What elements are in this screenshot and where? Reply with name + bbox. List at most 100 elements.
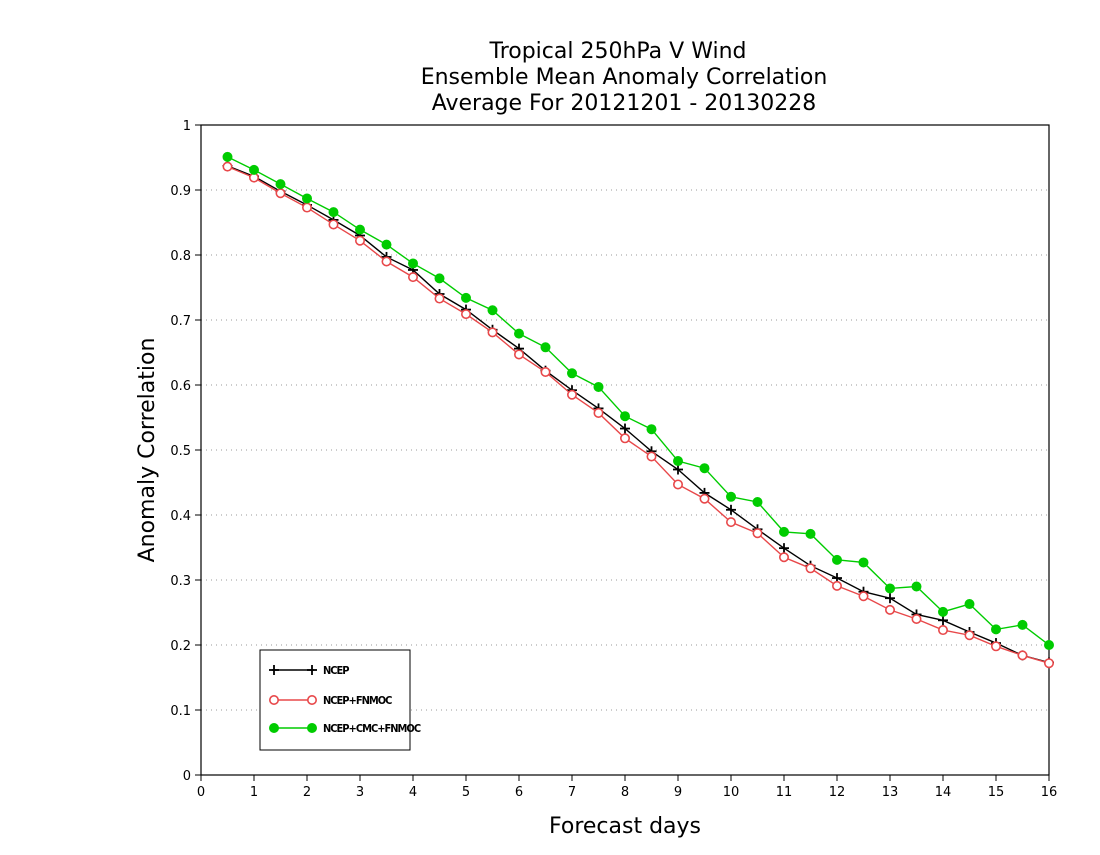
x-tick-label: 8 [621, 785, 629, 800]
x-tick-label: 7 [568, 785, 576, 800]
data-point-ncep-cmc-fnmoc [726, 491, 736, 502]
data-point-ncep-cmc-fnmoc [964, 599, 975, 610]
data-point-ncep-cmc-fnmoc [646, 424, 657, 435]
data-point-ncep-fnmoc [460, 309, 471, 320]
data-point-ncep-fnmoc [407, 272, 418, 283]
series-line-ncep [227, 165, 1050, 664]
data-point-ncep-cmc-fnmoc [461, 292, 471, 303]
data-point-ncep-fnmoc [884, 604, 895, 615]
data-point-ncep-fnmoc [778, 552, 789, 563]
data-point-ncep-cmc-fnmoc [487, 305, 498, 316]
y-tick-label: 0.1 [170, 704, 191, 719]
x-tick-label: 0 [197, 785, 205, 800]
data-point-ncep-fnmoc [328, 219, 339, 230]
data-point-ncep-cmc-fnmoc [249, 164, 259, 175]
data-point-ncep-cmc-fnmoc [275, 179, 286, 190]
data-point-ncep-fnmoc [672, 479, 683, 490]
data-point-ncep-cmc-fnmoc [699, 463, 710, 474]
data-point-ncep-fnmoc [540, 366, 551, 377]
data-point-ncep-fnmoc [619, 433, 630, 444]
data-point-ncep-cmc-fnmoc [328, 207, 339, 218]
data-point-ncep [779, 543, 789, 554]
legend-marker-ncep [307, 665, 317, 675]
data-point-ncep-cmc-fnmoc [540, 342, 551, 353]
data-point-ncep-cmc-fnmoc [991, 624, 1001, 635]
data-point-ncep [726, 504, 736, 515]
data-point-ncep-fnmoc [831, 580, 842, 591]
data-point-ncep-fnmoc [487, 327, 498, 338]
title-line-1: Tropical 250hPa V Wind [488, 39, 746, 64]
title-line-2: Ensemble Mean Anomaly Correlation [421, 65, 828, 90]
x-tick-label: 10 [723, 785, 740, 800]
x-tick-label: 14 [935, 785, 952, 800]
data-point-ncep-fnmoc [593, 407, 604, 418]
y-axis-label: Anomaly Correlation [135, 338, 160, 563]
data-point-ncep [938, 615, 948, 626]
data-point-ncep-fnmoc [1044, 658, 1055, 669]
data-point-ncep-cmc-fnmoc [779, 526, 789, 537]
legend-marker-ncep-cmc-fnmoc [307, 723, 317, 733]
data-point-ncep-fnmoc [858, 591, 869, 602]
data-point-ncep-cmc-fnmoc [885, 583, 895, 594]
data-point-ncep-cmc-fnmoc [408, 258, 418, 269]
data-point-ncep-cmc-fnmoc [222, 151, 233, 162]
data-point-ncep-cmc-fnmoc [434, 273, 445, 284]
data-point-ncep-cmc-fnmoc [1017, 619, 1028, 630]
data-point-ncep [620, 423, 630, 434]
data-point-ncep-cmc-fnmoc [673, 456, 683, 467]
data-point-ncep-fnmoc [911, 613, 922, 624]
data-point-ncep-fnmoc [222, 161, 233, 172]
y-tick-label: 0.3 [170, 574, 191, 589]
data-point-ncep-fnmoc [752, 528, 763, 539]
data-point-ncep-fnmoc [275, 188, 286, 199]
x-tick-label: 3 [356, 785, 364, 800]
data-point-ncep-fnmoc [964, 630, 975, 641]
x-tick-label: 15 [988, 785, 1005, 800]
data-point-ncep-cmc-fnmoc [381, 239, 392, 250]
series-ncep-fnmoc [222, 161, 1055, 669]
data-point-ncep-fnmoc [301, 202, 312, 213]
data-point-ncep-cmc-fnmoc [302, 193, 312, 204]
legend-label-ncep: NCEP [323, 664, 349, 677]
x-axis-label: Forecast days [549, 814, 701, 839]
data-point-ncep-fnmoc [699, 493, 710, 504]
data-point-ncep [673, 464, 683, 475]
x-tick-label: 1 [250, 785, 258, 800]
data-point-ncep-fnmoc [381, 256, 392, 267]
y-tick-label: 0.8 [170, 249, 191, 264]
axis-ticks: 00.10.20.30.40.50.60.70.80.910 1 2 3 4 5 6 7 8 9 1… [170, 119, 1057, 800]
data-point-ncep [885, 593, 895, 604]
data-point-ncep-fnmoc [566, 389, 577, 400]
series-group [222, 151, 1055, 669]
data-point-ncep-fnmoc [725, 517, 736, 528]
y-tick-label: 0.7 [170, 314, 191, 329]
data-point-ncep-fnmoc [805, 563, 816, 574]
data-point-ncep-cmc-fnmoc [593, 381, 604, 392]
y-tick-label: 0 [183, 769, 191, 784]
data-point-ncep-cmc-fnmoc [911, 581, 922, 592]
data-point-ncep-cmc-fnmoc [858, 557, 869, 568]
data-point-ncep-fnmoc [646, 451, 657, 462]
title-line-3: Average For 20121201 - 20130228 [432, 91, 817, 116]
data-point-ncep-fnmoc [937, 625, 948, 636]
data-point-ncep-cmc-fnmoc [1044, 640, 1054, 650]
legend: NCEP NCEP+FNMOC NCEP+CMC+FNMOC [259, 649, 422, 751]
legend-marker-ncep-fnmoc [306, 694, 317, 705]
y-tick-label: 0.4 [170, 509, 191, 524]
y-tick-label: 0.6 [170, 379, 191, 394]
data-point-ncep-fnmoc [434, 293, 445, 304]
series-line-ncep-fnmoc [227, 165, 1050, 664]
data-point-ncep-fnmoc [990, 641, 1001, 652]
data-point-ncep-fnmoc [354, 235, 365, 246]
legend-label-ncep-fnmoc: NCEP+FNMOC [323, 694, 392, 707]
y-tick-label: 0.9 [170, 184, 191, 199]
y-tick-label: 1 [183, 119, 191, 134]
x-tick-label: 6 [515, 785, 523, 800]
data-point-ncep-cmc-fnmoc [938, 606, 948, 617]
gridlines [201, 189, 1049, 711]
data-point-ncep-cmc-fnmoc [514, 328, 524, 339]
data-point-ncep-cmc-fnmoc [620, 411, 630, 422]
series-ncep-cmc-fnmoc [222, 151, 1054, 650]
